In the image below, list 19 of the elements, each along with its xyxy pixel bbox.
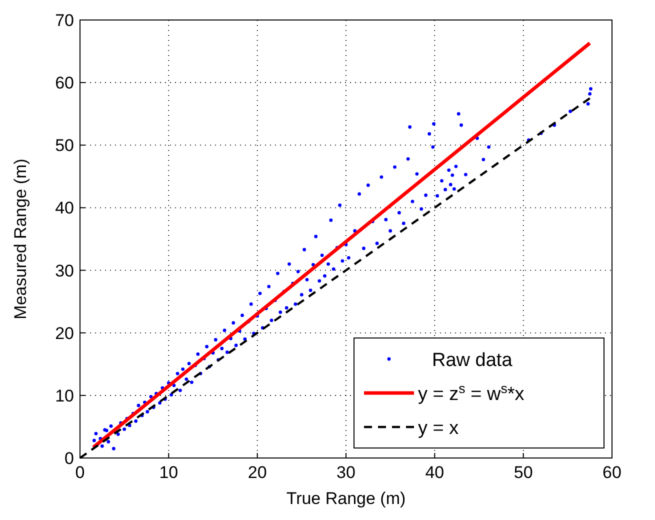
- x-tick-label: 10: [159, 463, 178, 482]
- x-tick-label: 20: [248, 463, 267, 482]
- x-tick-label: 50: [514, 463, 533, 482]
- x-tick-label: 30: [336, 463, 356, 482]
- y-tick-label: 70: [55, 11, 74, 30]
- y-tick-label: 0: [64, 449, 74, 468]
- y-tick-label: 60: [55, 74, 74, 93]
- x-axis-title: True Range (m): [286, 489, 406, 508]
- y-tick-label: 50: [55, 136, 74, 156]
- y-axis-title: Measured Range (m): [11, 158, 30, 320]
- x-tick-label: 40: [425, 463, 444, 482]
- y-tick-label: 10: [55, 386, 74, 406]
- y-tick-label: 20: [55, 324, 74, 343]
- legend-label: Raw data: [432, 350, 513, 371]
- y-tick-label: 30: [55, 261, 74, 280]
- legend-label: y = x: [418, 418, 460, 439]
- x-tick-label: 60: [602, 463, 622, 482]
- y-tick-label: 40: [55, 198, 74, 218]
- legend-label: y = z$^{s}$ = w$^{s}$*x: [418, 380, 525, 405]
